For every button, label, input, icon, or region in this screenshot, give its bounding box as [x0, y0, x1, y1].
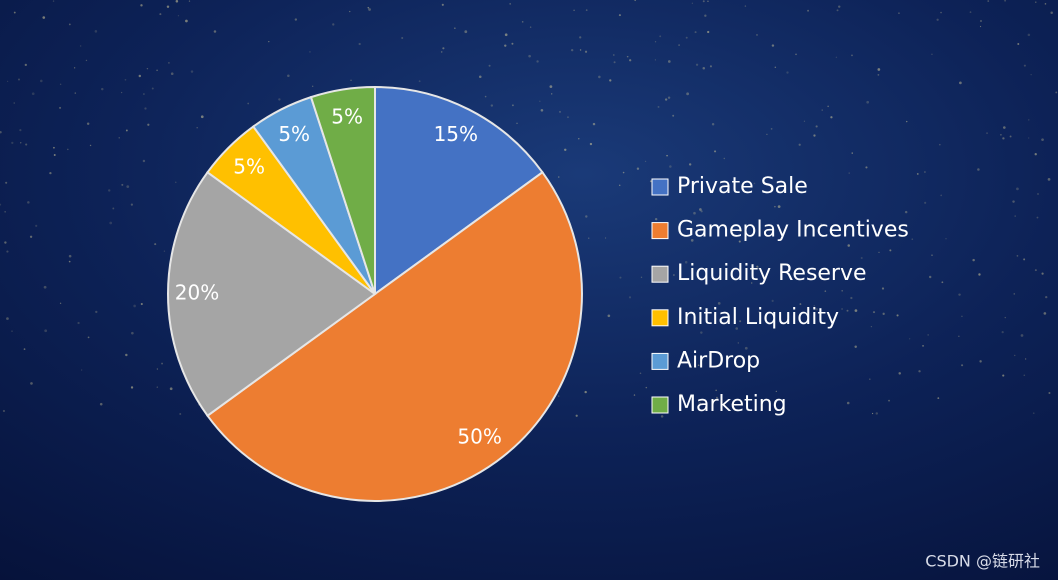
legend-label: Gameplay Incentives	[677, 218, 909, 243]
data-label: 20%	[175, 281, 219, 305]
legend-swatch	[651, 222, 669, 240]
data-label: 15%	[434, 122, 478, 146]
legend-label: Private Sale	[677, 174, 808, 199]
pie-slice	[206, 170, 583, 502]
data-label: 5%	[331, 105, 363, 129]
legend-swatch	[651, 396, 669, 414]
data-label: 5%	[233, 155, 265, 179]
legend-label: Liquidity Reserve	[677, 261, 867, 286]
legend-label: Marketing	[677, 392, 787, 417]
legend-swatch	[651, 178, 669, 196]
watermark: CSDN @链研社	[925, 552, 1040, 571]
data-label: 50%	[457, 425, 501, 449]
pie-slice	[309, 85, 376, 295]
pie-slice	[166, 170, 377, 418]
legend-swatch	[651, 265, 669, 283]
pie-slice	[374, 85, 544, 296]
legend-swatch	[651, 309, 669, 327]
legend-label: AirDrop	[677, 348, 760, 373]
data-label: 5%	[278, 122, 310, 146]
legend-label: Initial Liquidity	[677, 305, 839, 330]
legend-swatch	[651, 352, 669, 370]
